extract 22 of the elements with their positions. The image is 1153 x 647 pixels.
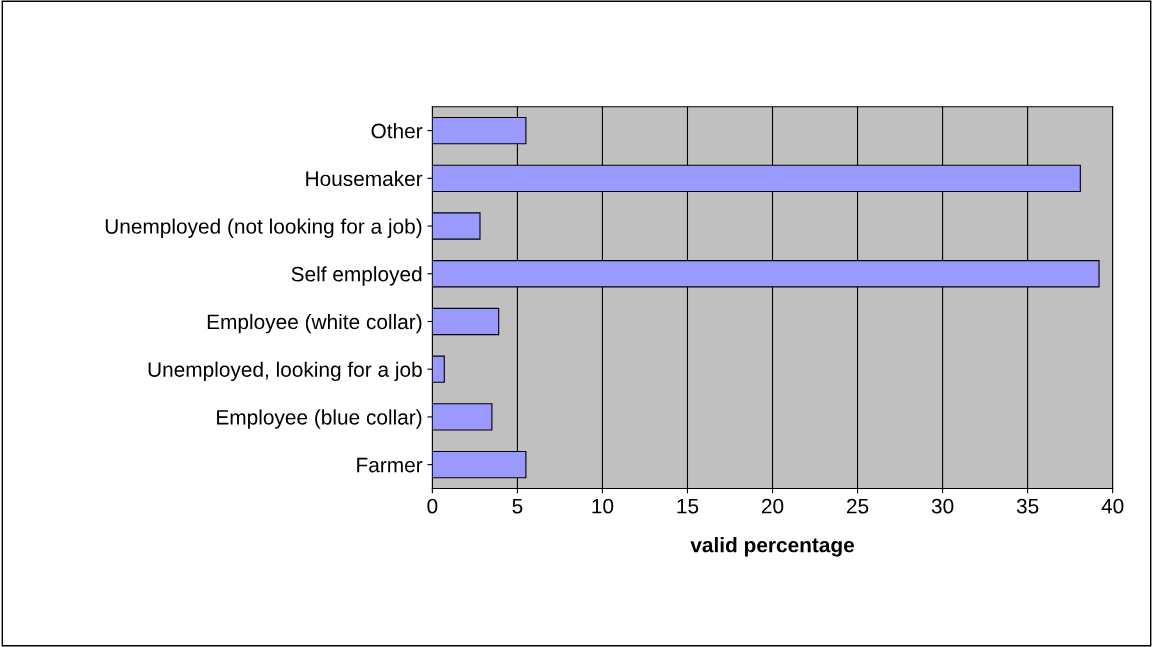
x-tick-label: 0 <box>427 498 438 514</box>
x-tick-label: 5 <box>512 498 523 514</box>
x-tick-label: 30 <box>931 498 954 514</box>
y-tick-label: Unemployed (not looking for a job) <box>105 218 422 238</box>
bar <box>432 403 493 431</box>
y-tick-label: Housemaker <box>306 170 423 187</box>
y-tick-label: Self employed <box>291 266 422 286</box>
bar <box>432 212 481 240</box>
x-tick-label: 35 <box>1016 498 1039 514</box>
x-tick-label: 15 <box>677 498 699 514</box>
y-tick-label: Farmer <box>357 457 423 473</box>
bar <box>432 355 445 383</box>
x-tick-label: 40 <box>1101 498 1124 514</box>
y-tick-label: Employee (blue collar) <box>217 409 422 429</box>
x-tick-label: 20 <box>761 498 784 514</box>
bar <box>432 307 500 336</box>
y-tick-label: Employee (white collar) <box>207 313 422 334</box>
y-tick-label: Unemployed, looking for a job <box>148 361 422 382</box>
x-axis-title: valid percentage <box>690 537 855 557</box>
x-tick-label: 10 <box>592 498 614 514</box>
y-tick-label: Other <box>371 123 423 139</box>
x-tick-label: 25 <box>847 498 869 514</box>
